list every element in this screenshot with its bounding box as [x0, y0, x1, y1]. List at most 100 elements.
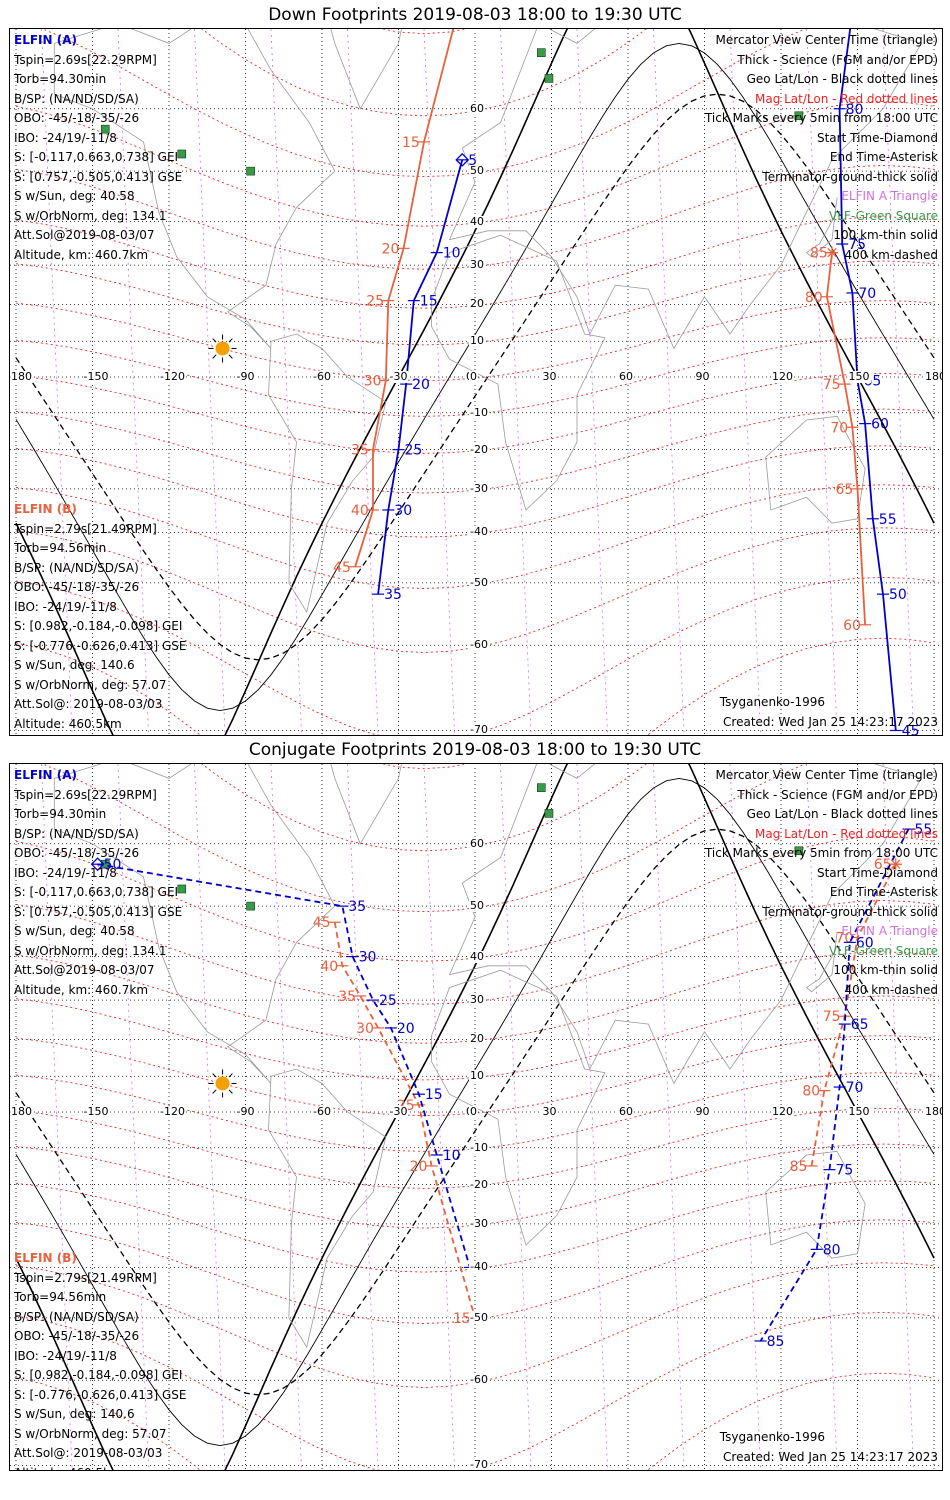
latitude-tick-label: 40 [469, 214, 485, 228]
map-legend: Mercator View Center Time (triangle) Thi… [705, 31, 938, 265]
legend-science: Thick - Science (FGM and/or EPD) [737, 787, 938, 802]
continent-outline [431, 234, 606, 511]
vlf-station-square [536, 48, 546, 57]
mag-longitude-line [806, 29, 838, 735]
longitude-tick-label: -60 [312, 1105, 332, 1118]
info-a-line: Altitude, km: 460.7km [14, 982, 149, 997]
latitude-tick-label: -20 [469, 1177, 489, 1191]
info-a-line: Att.Sol@2019-08-03/07 [14, 228, 155, 242]
vlf-station-square [100, 124, 110, 134]
terminator-100km-line [15, 42, 935, 712]
legend-mag-grid: Mag Lat/Lon - Red dotted lines [754, 826, 938, 841]
latitude-tick-label: 10 [469, 1069, 485, 1083]
continent-outline [53, 764, 336, 1084]
latitude-tick-label: -40 [469, 1260, 489, 1274]
latitude-tick-label: 60 [469, 101, 485, 115]
longitude-tick-label: 150 [847, 370, 871, 383]
track-time-label: 65 [851, 1017, 869, 1033]
vlf-station-square [177, 884, 187, 894]
mag-longitude-line [500, 764, 532, 1470]
latitude-tick-label: -30 [469, 1216, 489, 1230]
mag-longitude-line [806, 764, 838, 1470]
track-time-label: 10 [443, 1148, 461, 1164]
info-a-line: S: [-0.117,0.663,0.738] GEI [14, 150, 179, 164]
latitude-tick-label: -50 [469, 1310, 489, 1324]
latitude-tick-label: -10 [469, 1140, 489, 1154]
legend-tick-marks: Tick Marks every 5min from 18:00 UTC [704, 846, 938, 860]
mag-longitude-line [270, 764, 302, 1470]
legend-tick-marks: Tick Marks every 5min from 18:00 UTC [704, 111, 938, 125]
info-a-line: S w/Sun, deg: 40.58 [14, 189, 135, 203]
elfin-b-info: ELFIN (B) Tspin=2.79s[21.49RPM] Torb=94.… [14, 500, 187, 734]
longitude-tick-label: -30 [388, 370, 409, 383]
mag-latitude-line [15, 1180, 935, 1273]
latitude-tick-label: 10 [469, 334, 485, 348]
track-time-label: 50 [889, 587, 907, 603]
mag-latitude-line [41, 29, 807, 178]
track-time-label: 60 [856, 935, 874, 951]
longitude-tick-label: -120 [159, 1105, 186, 1118]
mag-longitude-line [729, 29, 761, 735]
terminator-400km-line [15, 93, 935, 661]
vlf-station-square [536, 783, 546, 792]
longitude-tick-label: 90 [694, 1105, 711, 1118]
info-b-line: Tspin=2.79s[21.49RPM] [14, 1270, 157, 1285]
mag-latitude-line [15, 1035, 935, 1117]
track-time-label: 10 [433, 29, 451, 33]
latitude-tick-label: 40 [469, 949, 485, 963]
track-time-label: 20 [397, 1021, 415, 1037]
info-b-line: B/SP: (NA/ND/SD/SA) [14, 1309, 139, 1324]
conjugate-footprints-map[interactable]: 4540353025201550353025201510565707580855… [9, 763, 943, 1471]
longitude-tick-label: 180 [924, 371, 942, 383]
continent-outline [330, 29, 402, 110]
subsolar-point-icon [208, 334, 237, 363]
continent-outline [765, 1150, 866, 1259]
latitude-tick-label: -50 [469, 575, 489, 589]
longitude-tick-label: 120 [771, 370, 794, 383]
info-a-line: IBO: -24/19/-11/8 [14, 865, 117, 880]
mag-longitude-line [653, 29, 685, 735]
continent-outline [448, 29, 922, 350]
track-time-label: 20 [382, 241, 400, 257]
track-time-label: 80 [802, 1084, 820, 1100]
info-a-line: Altitude, km: 460.7km [14, 247, 149, 262]
mag-latitude-line [15, 260, 935, 346]
legend-mag-grid: Mag Lat/Lon - Red dotted lines [754, 91, 938, 106]
longitude-tick-label: -120 [159, 370, 186, 383]
track-time-label: 15 [402, 135, 420, 151]
info-b-line: S: [0.982,-0.184,-0.098] GEI [14, 1368, 183, 1382]
legend-geo-grid: Geo Lat/Lon - Black dotted lines [746, 807, 938, 821]
info-b-line: S: [-0.776,-0.626,0.413] GSE [14, 638, 187, 653]
elfin-a-header: ELFIN (A) [14, 768, 77, 782]
info-b-line: S: [0.982,-0.184,-0.098] GEI [14, 619, 183, 633]
info-b-line: Att.Sol@: 2019-08-03/03 [14, 1446, 163, 1460]
elfin-a-info: ELFIN (A) Tspin=2.69s[22.29RPM] Torb=94.… [14, 766, 182, 1000]
info-b-line: Altitude: 460.5km [14, 716, 122, 731]
latitude-tick-label: 20 [469, 1032, 485, 1046]
info-a-line: S: [0.757,-0.505,0.413] GSE [14, 169, 183, 184]
bottom-panel-title: Conjugate Footprints 2019-08-03 18:00 to… [248, 740, 702, 760]
latitude-tick-label: -30 [469, 481, 489, 495]
track-time-label: 15 [420, 294, 438, 310]
end-time-asterisk [826, 246, 838, 259]
mag-longitude-line [347, 29, 379, 735]
longitude-tick-label: -90 [235, 1105, 256, 1118]
latitude-tick-label: -40 [469, 525, 489, 539]
track-time-label: 40 [351, 503, 369, 519]
longitude-tick-label: -150 [82, 1105, 110, 1118]
mag-longitude-line [117, 764, 149, 1470]
down-footprints-map[interactable]: 10 15 20 25 30 35 40 45 5 10 15 20 25 30 35 85 80 75 70 65 6… [9, 28, 943, 736]
longitude-tick-label: 60 [618, 1105, 634, 1118]
track-time-label: 30 [364, 374, 382, 390]
track-time-label: 10 [443, 246, 461, 262]
mag-latitude-line [15, 337, 935, 417]
info-b-line: Torb=94.56min [14, 1290, 107, 1304]
legend-center-time: Mercator View Center Time (triangle) [715, 33, 938, 47]
info-a-line: S w/OrbNorm, deg: 134.1 [14, 943, 167, 958]
track-time-label: 25 [379, 993, 397, 1009]
track-time-label: 55 [915, 822, 933, 838]
track-time-label: 25 [366, 294, 384, 310]
legend-terminator: Terminator-ground-thick solid [762, 169, 938, 184]
start-time-diamond [90, 857, 105, 872]
legend-elfin-a-triangle: ELFIN A Triangle [841, 189, 938, 203]
